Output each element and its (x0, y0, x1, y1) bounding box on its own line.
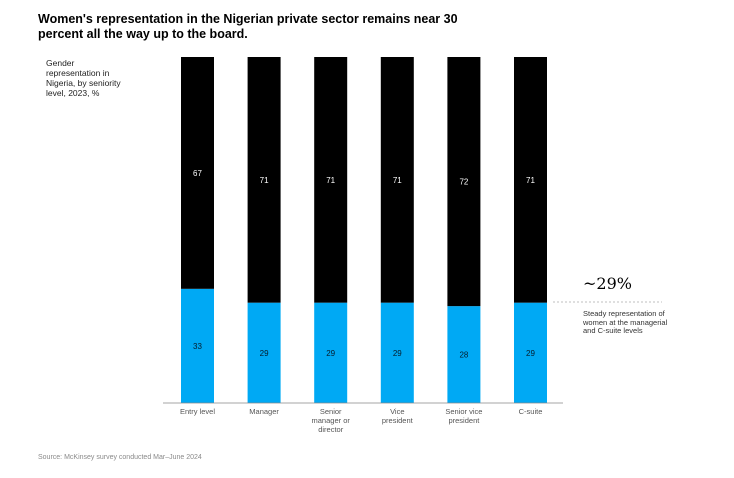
x-tick-label-4-0: Senior vice (445, 407, 482, 416)
bar-women-4 (447, 306, 481, 403)
x-tick-label-2-0: Senior (320, 407, 342, 416)
data-label-men-5: 71 (526, 176, 535, 185)
data-label-men-4: 72 (459, 178, 468, 187)
chart-subtitle: Gender representation in Nigeria, by sen… (46, 58, 121, 98)
bars-group (181, 57, 547, 403)
chart-title: Women's representation in the Nigerian p… (38, 12, 458, 41)
bar-women-2 (314, 302, 348, 403)
bar-women-3 (380, 302, 414, 403)
data-labels-group: 33 67 29 71 29 71 29 71 28 72 29 71 (193, 169, 535, 360)
data-label-women-1: 29 (260, 349, 269, 358)
x-tick-label-2-2: director (318, 425, 344, 434)
data-label-men-2: 71 (326, 176, 335, 185)
x-tick-label-5-0: C-suite (519, 407, 543, 416)
bar-women-0 (181, 288, 214, 403)
source-note: Source: McKinsey survey conducted Mar–Ju… (38, 454, 202, 461)
bar-men-1 (247, 57, 281, 303)
bar-men-4 (447, 57, 481, 307)
bar-men-5 (514, 57, 547, 303)
x-tick-label-4-1: president (448, 416, 480, 425)
bar-men-3 (380, 57, 414, 303)
annotation-value: ~29% (583, 274, 632, 293)
x-tick-label-3-0: Vice (390, 407, 404, 416)
data-label-women-2: 29 (326, 349, 335, 358)
bar-men-2 (314, 57, 348, 303)
x-tick-label-3-1: president (382, 416, 414, 425)
data-label-men-0: 67 (193, 169, 202, 178)
data-label-women-4: 28 (459, 351, 468, 360)
data-label-women-3: 29 (393, 349, 402, 358)
data-label-women-0: 33 (193, 342, 202, 351)
data-label-women-5: 29 (526, 349, 535, 358)
x-tick-label-0-0: Entry level (180, 407, 215, 416)
data-label-men-1: 71 (260, 176, 269, 185)
bar-women-1 (247, 302, 281, 403)
bar-women-5 (514, 302, 547, 403)
data-label-men-3: 71 (393, 176, 402, 185)
x-tick-label-1-0: Manager (249, 407, 279, 416)
annotation-text: Steady representation of women at the ma… (583, 309, 668, 335)
bar-men-0 (181, 57, 214, 289)
x-tick-label-2-1: manager or (312, 416, 351, 425)
